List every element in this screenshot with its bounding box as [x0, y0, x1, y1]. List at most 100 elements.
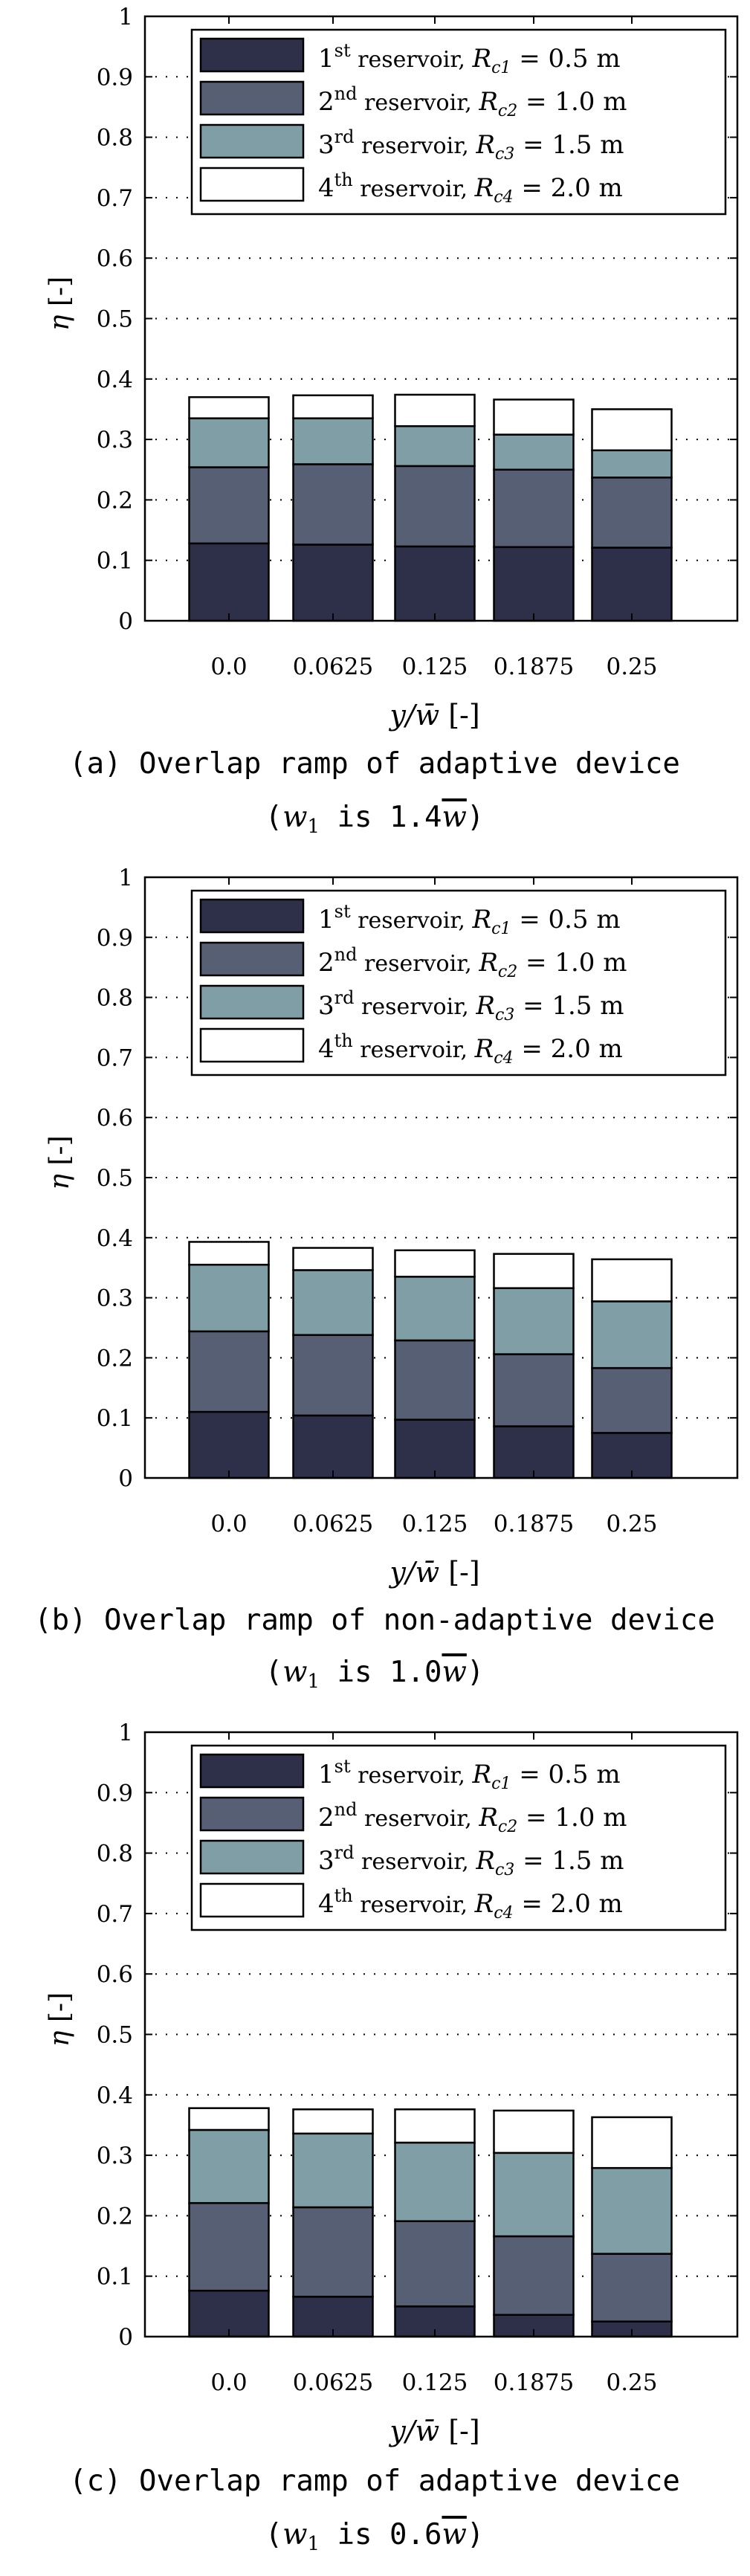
- legend-value: = 1.0 m: [517, 87, 627, 117]
- bar-segment: [493, 1287, 575, 1355]
- y-tick-label: 0.9: [97, 64, 133, 91]
- caption-w: w: [282, 1656, 307, 1689]
- legend-subscript: c3: [495, 1861, 514, 1879]
- y-tick-label: 0.6: [97, 1961, 133, 1988]
- legend-subscript: c2: [498, 963, 517, 981]
- bar-segment: [292, 463, 374, 546]
- caption-paren: (: [265, 801, 282, 834]
- bar-segment: [188, 2128, 270, 2204]
- y-tick-label: 0: [118, 2324, 133, 2351]
- bar-segment: [394, 2108, 476, 2144]
- legend-swatch: [199, 1027, 305, 1063]
- x-tick-label: 0.125: [402, 653, 468, 680]
- bar-segment: [591, 1300, 673, 1369]
- bar-segment: [493, 2151, 575, 2238]
- caption-ratio: is 0.6: [320, 2518, 442, 2551]
- x-tick-label: 0.125: [402, 2369, 468, 2396]
- y-tick-label: 0.9: [97, 925, 133, 952]
- legend-subscript: c2: [498, 1818, 517, 1836]
- legend-symbol: R: [478, 1803, 498, 1833]
- y-tick-label: 0.7: [97, 185, 133, 212]
- legend-value: = 1.5 m: [514, 1846, 624, 1876]
- x-axis-symbol: y/w̄: [388, 2415, 439, 2447]
- x-tick-label: 0.0625: [293, 2369, 373, 2396]
- bar-segment: [394, 1276, 476, 1342]
- legend-symbol: R: [475, 1846, 495, 1876]
- caption-line-2: (w1 is 0.6w): [265, 2518, 485, 2555]
- caption-line-2: (w1 is 1.4w): [265, 801, 485, 838]
- legend-ordinal: nd: [334, 83, 358, 104]
- y-tick-label: 0.2: [97, 487, 133, 514]
- legend-entry: 1st reservoir, Rc1 = 0.5 m: [318, 901, 621, 938]
- x-tick-label: 0.25: [606, 653, 657, 680]
- legend-entry: 4th reservoir, Rc4 = 2.0 m: [318, 1885, 623, 1923]
- chart-panel-2: 0 0.1 0.2 0.3 0.4 0.5 0.6 0.7 0.8 0.9 1 0.0 0.0625 0.…: [34, 865, 739, 1693]
- legend-word: reservoir,: [351, 1763, 473, 1789]
- x-tick-label: 0.0: [210, 1511, 247, 1537]
- y-tick-label: 0.1: [97, 548, 133, 575]
- y-tick-label: 0.9: [97, 1780, 133, 1807]
- legend-value: = 2.0 m: [514, 173, 623, 203]
- legend-num: 3: [318, 130, 334, 160]
- bar-segment: [292, 1247, 374, 1271]
- legend-symbol: R: [478, 87, 498, 117]
- bar-segment: [394, 1249, 476, 1278]
- chart-panel-1: 0 0.1 0.2 0.3 0.4 0.5 0.6 0.7 0.8 0.9 1 0.0 0.0625 0.…: [45, 4, 739, 838]
- bar-segment: [591, 1366, 673, 1434]
- y-tick-label: 0: [118, 608, 133, 635]
- y-axis-unit: [-]: [45, 1135, 75, 1174]
- bar-segment: [188, 1241, 270, 1266]
- bar-segment: [292, 394, 374, 419]
- x-tick-label: 0.1875: [494, 2369, 574, 2396]
- caption-line-1: (b) Overlap ramp of non-adaptive device: [34, 1604, 715, 1637]
- caption-subscript: 1: [308, 2533, 320, 2555]
- legend-swatch: [199, 984, 305, 1020]
- legend-symbol: R: [471, 44, 491, 74]
- legend-value: = 0.5 m: [511, 44, 620, 74]
- y-axis-symbol: η: [45, 314, 75, 331]
- bar-segment: [493, 1353, 575, 1427]
- legend-entry: 4th reservoir, Rc4 = 2.0 m: [318, 1030, 623, 1068]
- x-axis-label: y/w̄ [-]: [388, 2415, 479, 2447]
- legend-swatch: [199, 1753, 305, 1789]
- legend-word: reservoir,: [357, 1806, 479, 1832]
- y-tick-label: 0.4: [97, 1225, 133, 1252]
- legend-word: reservoir,: [354, 133, 476, 159]
- legend-word: reservoir,: [353, 176, 475, 202]
- bar-segment: [394, 545, 476, 622]
- legend-ordinal: st: [334, 1756, 351, 1777]
- legend-word: reservoir,: [354, 1849, 476, 1875]
- caption-wbar: w: [442, 801, 466, 834]
- bar-segment: [292, 417, 374, 465]
- y-tick-label: 0.5: [97, 1165, 133, 1192]
- bar-segment: [292, 1269, 374, 1336]
- bar-segment: [292, 543, 374, 622]
- caption-subscript: 1: [308, 1670, 320, 1693]
- y-tick-label: 0.2: [97, 1345, 133, 1372]
- legend-num: 1: [318, 44, 334, 74]
- legend-subscript: c1: [491, 920, 511, 938]
- y-tick-label: 0.6: [97, 245, 133, 272]
- caption-line-1: (c) Overlap ramp of adaptive device: [69, 2464, 680, 2498]
- y-tick-label: 0.7: [97, 1901, 133, 1928]
- legend-subscript: c3: [495, 145, 514, 164]
- caption-paren: ): [467, 1656, 484, 1689]
- x-tick-label: 0.0625: [293, 653, 373, 680]
- legend-symbol: R: [471, 905, 491, 934]
- bar-segment: [493, 1253, 575, 1289]
- x-axis-label: y/w̄ [-]: [388, 699, 479, 732]
- legend-ordinal: th: [334, 1885, 353, 1906]
- y-axis-label: η [-]: [45, 277, 75, 331]
- y-tick-label: 0.6: [97, 1105, 133, 1132]
- caption-paren: (: [265, 1656, 282, 1689]
- legend-value: = 1.0 m: [517, 948, 627, 978]
- legend-ordinal: th: [334, 1030, 353, 1051]
- legend-num: 4: [318, 1889, 334, 1919]
- x-axis-unit: [-]: [439, 2415, 480, 2447]
- bar-segment: [591, 477, 673, 549]
- bar-segment: [394, 465, 476, 548]
- bar-segment: [394, 1339, 476, 1421]
- y-tick-label: 1: [118, 865, 133, 891]
- legend-swatch: [199, 1839, 305, 1875]
